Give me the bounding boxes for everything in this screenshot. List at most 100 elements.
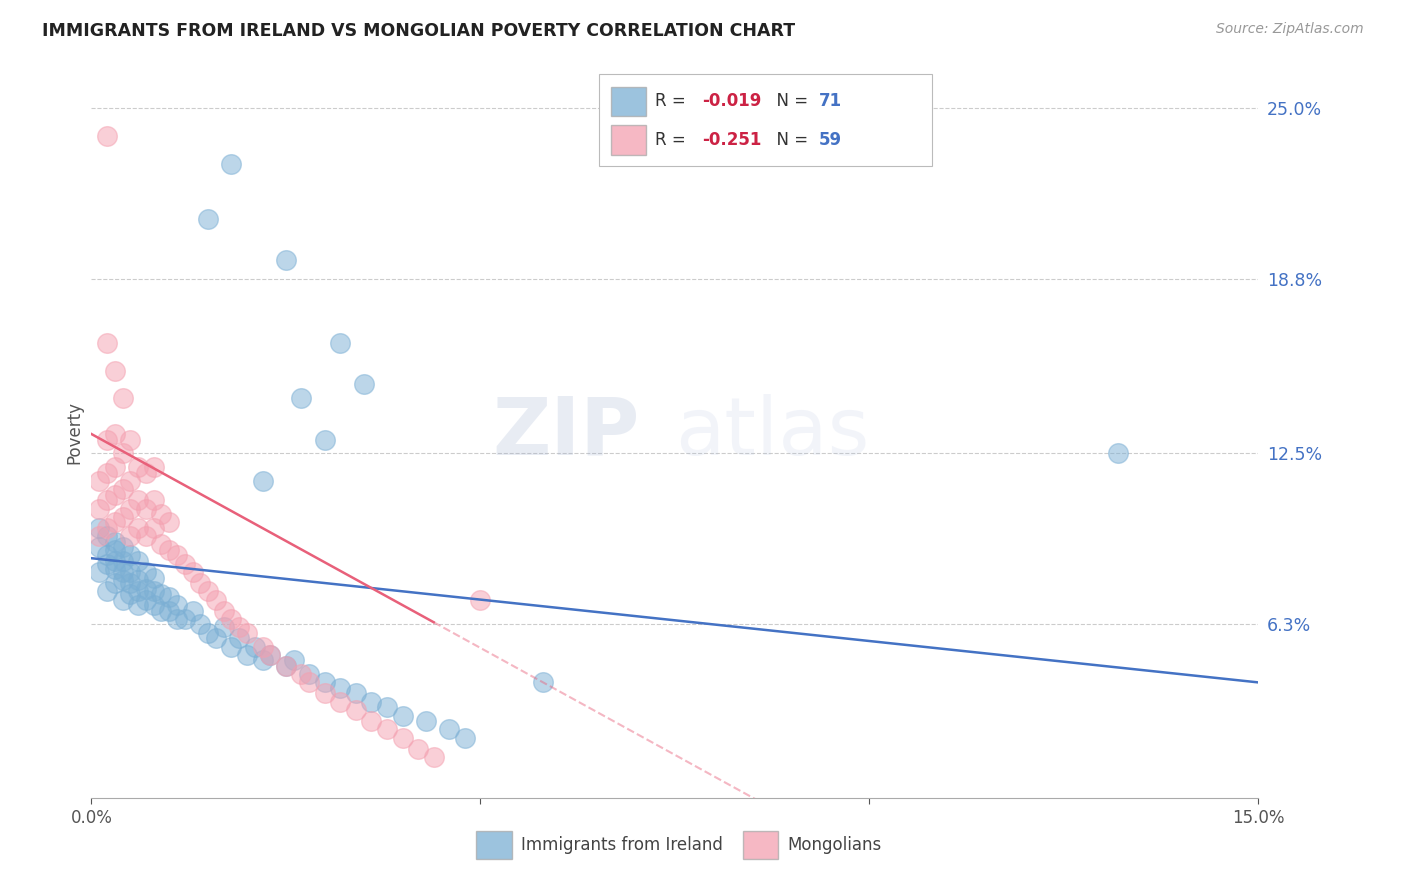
Text: N =: N =	[766, 131, 813, 149]
Text: R =: R =	[655, 131, 690, 149]
Point	[135, 466, 157, 480]
Point	[360, 695, 382, 709]
Point	[96, 466, 118, 480]
Point	[470, 592, 492, 607]
Point	[228, 632, 250, 646]
Point	[173, 612, 195, 626]
Point	[96, 521, 118, 535]
Point	[111, 574, 134, 588]
Text: -0.251: -0.251	[702, 131, 761, 149]
Point	[127, 598, 149, 612]
Point	[166, 598, 188, 612]
Point	[353, 377, 375, 392]
Point	[120, 576, 142, 591]
Text: 59: 59	[818, 131, 842, 149]
Text: 71: 71	[818, 92, 842, 111]
Point	[439, 723, 461, 737]
Point	[135, 529, 157, 543]
Point	[290, 391, 312, 405]
Point	[142, 493, 165, 508]
Point	[298, 675, 321, 690]
Point	[111, 391, 134, 405]
Point	[150, 604, 173, 618]
Point	[127, 584, 149, 599]
Point	[89, 529, 111, 543]
Point	[454, 731, 477, 745]
Point	[142, 570, 165, 584]
FancyBboxPatch shape	[610, 87, 645, 116]
Point	[236, 625, 259, 640]
Point	[314, 433, 336, 447]
Point	[274, 658, 297, 673]
Point	[111, 482, 134, 496]
Point	[89, 565, 111, 579]
Point	[120, 501, 142, 516]
Point	[329, 335, 352, 350]
Point	[290, 667, 312, 681]
Text: -0.019: -0.019	[702, 92, 761, 111]
Point	[96, 557, 118, 571]
Point	[197, 625, 219, 640]
Point	[127, 521, 149, 535]
Point	[166, 612, 188, 626]
Point	[181, 565, 204, 579]
Point	[157, 516, 180, 530]
Point	[96, 335, 118, 350]
Point	[111, 592, 134, 607]
Point	[188, 617, 211, 632]
Text: N =: N =	[766, 92, 813, 111]
Point	[104, 488, 127, 502]
Point	[111, 446, 134, 460]
Point	[96, 493, 118, 508]
Point	[221, 612, 243, 626]
Point	[104, 543, 127, 558]
Point	[96, 529, 118, 543]
Point	[142, 460, 165, 475]
Point	[104, 534, 127, 549]
Point	[135, 582, 157, 596]
Point	[531, 675, 554, 690]
Point	[228, 620, 250, 634]
Point	[157, 543, 180, 558]
Text: Immigrants from Ireland: Immigrants from Ireland	[520, 836, 723, 855]
Text: Mongolians: Mongolians	[787, 836, 882, 855]
Point	[252, 653, 274, 667]
Point	[391, 731, 413, 745]
Point	[120, 565, 142, 579]
Point	[406, 741, 429, 756]
FancyBboxPatch shape	[742, 831, 778, 859]
Point	[142, 598, 165, 612]
Point	[96, 128, 118, 143]
Point	[283, 653, 305, 667]
Point	[173, 557, 195, 571]
Point	[221, 156, 243, 170]
Point	[344, 686, 367, 700]
Point	[391, 708, 413, 723]
Point	[221, 640, 243, 654]
Point	[314, 686, 336, 700]
FancyBboxPatch shape	[599, 74, 932, 166]
Point	[96, 433, 118, 447]
Point	[212, 604, 235, 618]
Point	[212, 620, 235, 634]
Point	[1107, 446, 1129, 460]
Point	[197, 211, 219, 226]
Text: atlas: atlas	[675, 393, 869, 472]
Point	[298, 667, 321, 681]
Point	[96, 584, 118, 599]
Point	[259, 648, 281, 662]
Point	[120, 549, 142, 563]
Point	[181, 604, 204, 618]
Point	[111, 554, 134, 568]
Point	[111, 565, 134, 579]
Point	[120, 433, 142, 447]
Point	[329, 695, 352, 709]
Point	[205, 592, 228, 607]
Point	[236, 648, 259, 662]
Point	[104, 562, 127, 576]
Point	[329, 681, 352, 695]
Point	[375, 723, 398, 737]
Point	[259, 648, 281, 662]
Point	[96, 549, 118, 563]
Point	[422, 750, 444, 764]
